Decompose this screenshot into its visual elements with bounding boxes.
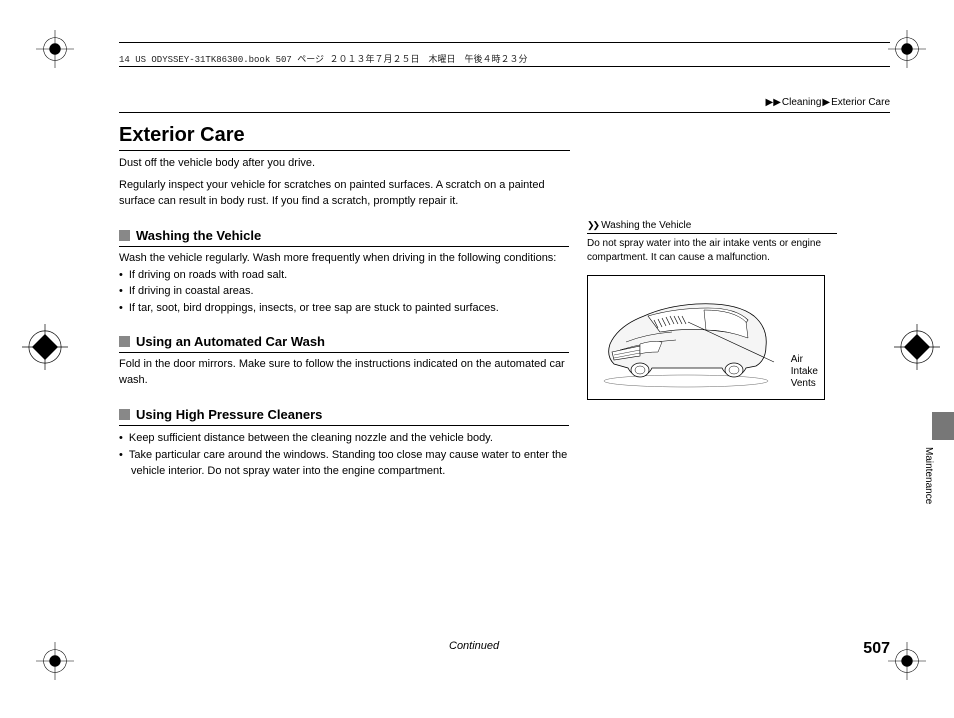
figure-air-intake: Air Intake Vents (587, 275, 825, 400)
page: 14 US ODYSSEY-31TK86300.book 507 ページ ２０１… (119, 42, 890, 666)
sidebar-heading: Washing the Vehicle (601, 220, 691, 231)
sidebar: ❯❯ Washing the Vehicle Do not spray wate… (587, 220, 837, 400)
vehicle-illustration (596, 286, 776, 391)
crop-mark (36, 30, 74, 68)
breadcrumb: ▶▶Cleaning▶Exterior Care (765, 97, 890, 108)
square-bullet-icon (119, 409, 130, 420)
sidebar-body: Do not spray water into the air intake v… (587, 237, 837, 265)
intro-text: Regularly inspect your vehicle for scrat… (119, 178, 569, 210)
section-tab-label: Maintenance (923, 447, 934, 504)
rule (119, 42, 890, 43)
rule (119, 112, 890, 113)
list-item: If driving on roads with road salt. (131, 267, 569, 284)
section-washing: Washing the Vehicle Wash the vehicle reg… (119, 228, 569, 316)
page-title: Exterior Care (119, 124, 245, 147)
bullet-list: Keep sufficient distance between the cle… (119, 430, 569, 480)
rule (119, 150, 570, 151)
section-heading: Using High Pressure Cleaners (136, 407, 322, 422)
section-tab (932, 412, 954, 440)
main-column: Dust off the vehicle body after you driv… (119, 156, 569, 480)
figure-label: Air Intake Vents (791, 354, 818, 390)
list-item: If tar, soot, bird droppings, insects, o… (131, 300, 569, 317)
section-heading: Washing the Vehicle (136, 228, 261, 243)
page-number: 507 (863, 640, 890, 658)
header-meta: 14 US ODYSSEY-31TK86300.book 507 ページ ２０１… (119, 52, 890, 65)
arrow-icon: ▶▶ (766, 97, 781, 108)
section-body: Fold in the door mirrors. Make sure to f… (119, 357, 569, 389)
breadcrumb-item: Cleaning (782, 97, 821, 108)
bullet-list: If driving on roads with road salt. If d… (119, 267, 569, 317)
list-item: Take particular care around the windows.… (131, 447, 569, 480)
section-high-pressure: Using High Pressure Cleaners Keep suffic… (119, 407, 569, 480)
crop-diamond (894, 324, 940, 370)
section-body: Wash the vehicle regularly. Wash more fr… (119, 251, 569, 267)
crop-mark (888, 642, 926, 680)
section-heading: Using an Automated Car Wash (136, 334, 325, 349)
continued-label: Continued (449, 640, 499, 652)
list-item: If driving in coastal areas. (131, 283, 569, 300)
arrow-icon: ▶ (822, 97, 830, 108)
square-bullet-icon (119, 336, 130, 347)
breadcrumb-item: Exterior Care (831, 97, 890, 108)
double-arrow-icon: ❯❯ (587, 220, 598, 231)
crop-mark (888, 30, 926, 68)
list-item: Keep sufficient distance between the cle… (131, 430, 569, 447)
crop-mark (36, 642, 74, 680)
crop-diamond (22, 324, 68, 370)
rule (119, 66, 890, 67)
square-bullet-icon (119, 230, 130, 241)
section-automated-wash: Using an Automated Car Wash Fold in the … (119, 334, 569, 389)
intro-text: Dust off the vehicle body after you driv… (119, 156, 569, 172)
